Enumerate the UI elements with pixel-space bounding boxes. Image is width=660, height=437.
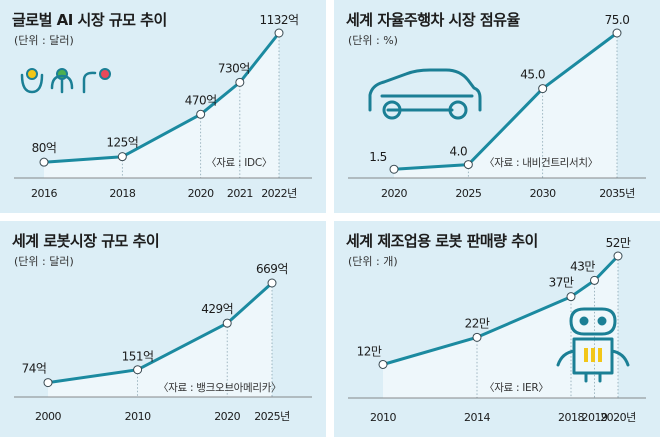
data-label: 470억 [185, 93, 217, 107]
data-point [566, 292, 576, 302]
chart-title: 글로벌 AI 시장 규모 추이 [12, 11, 167, 29]
data-point [39, 157, 49, 167]
chart-unit: (단위 : 달러) [14, 255, 74, 268]
data-label: 1132억 [259, 13, 298, 27]
data-point [196, 109, 206, 119]
tick-label: 2018 [109, 187, 135, 200]
data-point [43, 378, 53, 388]
tick-label: 2021 [227, 187, 253, 200]
tick-label: 2014 [464, 411, 490, 424]
tick-label: 2030 [530, 187, 556, 200]
tick-label: 2020년 [600, 411, 636, 424]
series-line [393, 31, 618, 171]
data-point [222, 318, 232, 328]
area-fill [44, 33, 279, 178]
source-label: 〈자료 : IER〉 [484, 382, 549, 394]
tick-label: 2022년 [261, 187, 297, 200]
tick-label: 2020 [214, 410, 240, 423]
data-label: 4.0 [450, 145, 468, 159]
source-label: 〈자료 : 뱅크오브아메리카〉 [158, 382, 281, 394]
area-fill [394, 33, 617, 178]
data-label: 75.0 [605, 13, 630, 27]
series-line [47, 281, 274, 385]
source-label: 〈자료 : IDC〉 [206, 157, 272, 169]
tick-label: 2035년 [599, 187, 635, 200]
data-label: 125억 [106, 136, 138, 150]
data-point [378, 359, 388, 369]
data-point [274, 28, 284, 38]
data-label: 1.5 [369, 150, 387, 164]
data-label: 669억 [256, 262, 288, 276]
data-label: 151억 [122, 350, 154, 364]
tick-label: 2025 [455, 187, 481, 200]
data-point [613, 251, 623, 261]
data-label: 22만 [465, 316, 490, 330]
chart-panel-autonomous-car: 세계 자율주행차 시장 점유율 (단위 : %) 1.5 4.0 45.0 75.0 2… [334, 0, 660, 213]
tick-label: 2019 [582, 411, 608, 424]
chart-title: 세계 제조업용 로봇 판매량 추이 [346, 232, 538, 250]
data-point [133, 365, 143, 375]
car-icon [368, 68, 482, 120]
chart-title: 세계 로봇시장 규모 추이 [12, 232, 160, 250]
data-label: 45.0 [520, 68, 545, 82]
data-point [117, 152, 127, 162]
tick-label: 2018 [558, 411, 584, 424]
data-label: 429억 [201, 302, 233, 316]
data-point [463, 160, 473, 170]
data-label: 730억 [218, 61, 250, 75]
data-label: 12만 [357, 344, 382, 358]
chart-unit: (단위 : 개) [348, 255, 398, 268]
data-point [612, 28, 622, 38]
tick-label: 2025년 [254, 410, 290, 423]
chart-svg: 80억 125억 470억 730억 1132억 2016 2018 2020 2021 2022… [14, 13, 312, 200]
chart-panel-ai-market: 글로벌 AI 시장 규모 추이 (단위 : 달러) 80억 125억 470억 730… [0, 0, 326, 213]
data-point [538, 84, 548, 94]
data-label: 43만 [570, 259, 595, 273]
data-label: 52만 [606, 236, 631, 250]
chart-unit: (단위 : 달러) [14, 34, 74, 47]
tick-label: 2020 [381, 187, 407, 200]
chart-panel-robot-market: 세계 로봇시장 규모 추이 (단위 : 달러) 74억 151억 429억 669억 2… [0, 221, 326, 437]
robot-face-icon [20, 68, 111, 94]
data-label: 74억 [22, 362, 47, 376]
tick-label: 2020 [188, 187, 214, 200]
tick-label: 2010 [370, 411, 396, 424]
tick-label: 2000 [35, 410, 61, 423]
data-point [472, 332, 482, 342]
area-fill [48, 283, 272, 397]
chart-panel-robot-sales: 세계 제조업용 로봇 판매량 추이 (단위 : 개) 12만 22만 37만 43만 5… [334, 221, 660, 437]
data-point [389, 164, 399, 174]
chart-unit: (단위 : %) [348, 34, 398, 47]
source-label: 〈자료 : 내비건트리서치〉 [484, 157, 598, 169]
data-point [590, 275, 599, 285]
chart-svg: 1.5 4.0 45.0 75.0 2020 2025 2030 2035년 〈자료 : 내비건… [348, 13, 646, 200]
data-point [267, 278, 277, 288]
robot-icon [556, 307, 630, 383]
data-label: 37만 [549, 276, 574, 290]
data-point [235, 77, 245, 87]
data-label: 80억 [32, 141, 57, 155]
tick-label: 2010 [125, 410, 151, 423]
chart-title: 세계 자율주행차 시장 점유율 [346, 11, 520, 29]
chart-svg: 74억 151억 429억 669억 2000 2010 2020 2025년 〈자료 : 뱅크… [14, 262, 312, 423]
tick-label: 2016 [31, 187, 57, 200]
